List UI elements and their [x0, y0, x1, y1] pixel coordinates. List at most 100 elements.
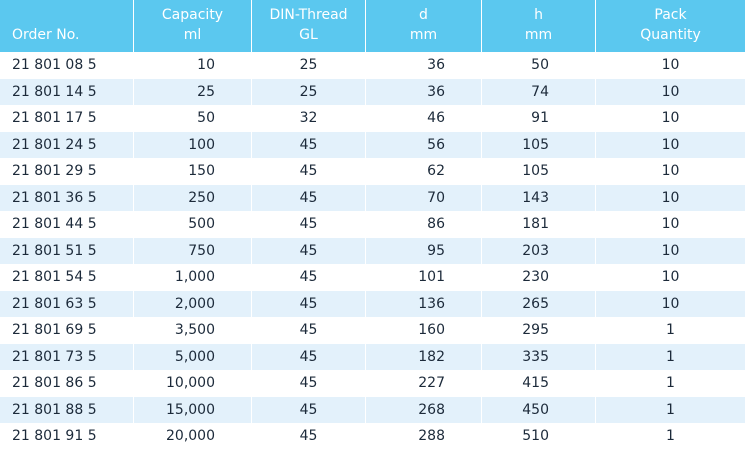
cell-pack-quantity: 1 [595, 343, 745, 370]
table-row: 21 801 17 5 50 32 46 91 10 [0, 105, 745, 132]
cell-capacity: 15,000 [133, 396, 251, 423]
cell-order-no: 21 801 17 5 [12, 110, 97, 126]
cell-d: 36 [365, 78, 481, 105]
cell-d: 86 [365, 211, 481, 238]
cell-h: 510 [481, 423, 595, 450]
cell-din-thread: 45 [251, 184, 365, 211]
cell-d: 101 [365, 264, 481, 291]
cell-order-no: 21 801 29 5 [12, 163, 97, 179]
cell-capacity: 150 [133, 158, 251, 185]
header-din-thread: DIN-Thread GL [251, 0, 365, 52]
cell-din-thread: 25 [251, 78, 365, 105]
cell-capacity: 10,000 [133, 370, 251, 397]
cell-d: 160 [365, 317, 481, 344]
cell-din-thread: 45 [251, 423, 365, 450]
cell-pack-quantity: 10 [595, 184, 745, 211]
cell-h: 230 [481, 264, 595, 291]
cell-din-thread: 45 [251, 317, 365, 344]
cell-capacity: 20,000 [133, 423, 251, 450]
header-line2: mm [409, 27, 438, 43]
cell-din-thread: 45 [251, 396, 365, 423]
cell-d: 46 [365, 105, 481, 132]
cell-pack-quantity: 10 [595, 131, 745, 158]
table-header: Order No. Capacity ml DIN-Thread GL d mm… [0, 0, 745, 52]
cell-pack-quantity: 1 [595, 317, 745, 344]
table-row: 21 801 91 5 20,000 45 288 510 1 [0, 423, 745, 450]
cell-h: 105 [481, 131, 595, 158]
cell-pack-quantity: 10 [595, 211, 745, 238]
header-line2: mm [524, 27, 553, 43]
cell-pack-quantity: 1 [595, 396, 745, 423]
cell-order-no: 21 801 44 5 [12, 216, 97, 232]
cell-din-thread: 25 [251, 52, 365, 79]
table-row: 21 801 14 5 25 25 36 74 10 [0, 78, 745, 105]
cell-pack-quantity: 1 [595, 370, 745, 397]
cell-pack-quantity: 10 [595, 52, 745, 79]
header-capacity: Capacity ml [133, 0, 251, 52]
cell-order-no: 21 801 73 5 [12, 348, 97, 365]
cell-capacity: 3,500 [133, 317, 251, 344]
table-row: 21 801 86 5 10,000 45 227 415 1 [0, 370, 745, 397]
cell-capacity: 5,000 [133, 343, 251, 370]
cell-h: 335 [481, 343, 595, 370]
cell-d: 268 [365, 396, 481, 423]
cell-h: 415 [481, 370, 595, 397]
header-line2: Order No. [12, 27, 80, 43]
table-row: 21 801 08 5 10 25 36 50 10 [0, 52, 745, 79]
cell-pack-quantity: 10 [595, 264, 745, 291]
header-order-no: Order No. [0, 0, 133, 52]
cell-pack-quantity: 10 [595, 290, 745, 317]
header-pack-quantity: Pack Quantity [595, 0, 745, 52]
cell-h: 450 [481, 396, 595, 423]
cell-din-thread: 45 [251, 343, 365, 370]
cell-order-no: 21 801 88 5 [12, 401, 97, 418]
header-line1: Pack [654, 7, 687, 23]
cell-din-thread: 32 [251, 105, 365, 132]
table-row: 21 801 51 5 750 45 95 203 10 [0, 237, 745, 264]
header-d: d mm [365, 0, 481, 52]
cell-d: 227 [365, 370, 481, 397]
cell-d: 182 [365, 343, 481, 370]
cell-capacity: 1,000 [133, 264, 251, 291]
cell-pack-quantity: 10 [595, 105, 745, 132]
cell-order-no: 21 801 36 5 [12, 189, 97, 206]
cell-d: 70 [365, 184, 481, 211]
cell-h: 295 [481, 317, 595, 344]
cell-order-no: 21 801 51 5 [12, 242, 97, 259]
cell-h: 143 [481, 184, 595, 211]
cell-capacity: 10 [133, 52, 251, 79]
cell-order-no: 21 801 14 5 [12, 83, 97, 100]
table-row: 21 801 54 5 1,000 45 101 230 10 [0, 264, 745, 291]
header-line1: h [534, 7, 543, 23]
cell-order-no: 21 801 91 5 [12, 428, 97, 444]
cell-capacity: 50 [133, 105, 251, 132]
cell-capacity: 25 [133, 78, 251, 105]
cell-h: 181 [481, 211, 595, 238]
cell-capacity: 750 [133, 237, 251, 264]
table-row: 21 801 69 5 3,500 45 160 295 1 [0, 317, 745, 344]
cell-order-no: 21 801 69 5 [12, 322, 97, 338]
cell-h: 105 [481, 158, 595, 185]
cell-pack-quantity: 10 [595, 78, 745, 105]
header-line1: DIN-Thread [269, 7, 348, 23]
cell-din-thread: 45 [251, 290, 365, 317]
cell-d: 56 [365, 131, 481, 158]
cell-din-thread: 45 [251, 264, 365, 291]
cell-order-no: 21 801 63 5 [12, 295, 97, 312]
table-body: 21 801 08 5 10 25 36 50 10 21 801 14 5 25 25 36 74… [0, 52, 745, 450]
cell-capacity: 250 [133, 184, 251, 211]
cell-order-no: 21 801 86 5 [12, 375, 97, 391]
cell-d: 136 [365, 290, 481, 317]
table-row: 21 801 44 5 500 45 86 181 10 [0, 211, 745, 238]
table-row: 21 801 36 5 250 45 70 143 10 [0, 184, 745, 211]
cell-din-thread: 45 [251, 370, 365, 397]
cell-d: 95 [365, 237, 481, 264]
header-h: h mm [481, 0, 595, 52]
cell-d: 36 [365, 52, 481, 79]
header-line2: ml [183, 27, 202, 43]
cell-h: 74 [481, 78, 595, 105]
table-row: 21 801 63 5 2,000 45 136 265 10 [0, 290, 745, 317]
cell-h: 203 [481, 237, 595, 264]
cell-pack-quantity: 10 [595, 158, 745, 185]
